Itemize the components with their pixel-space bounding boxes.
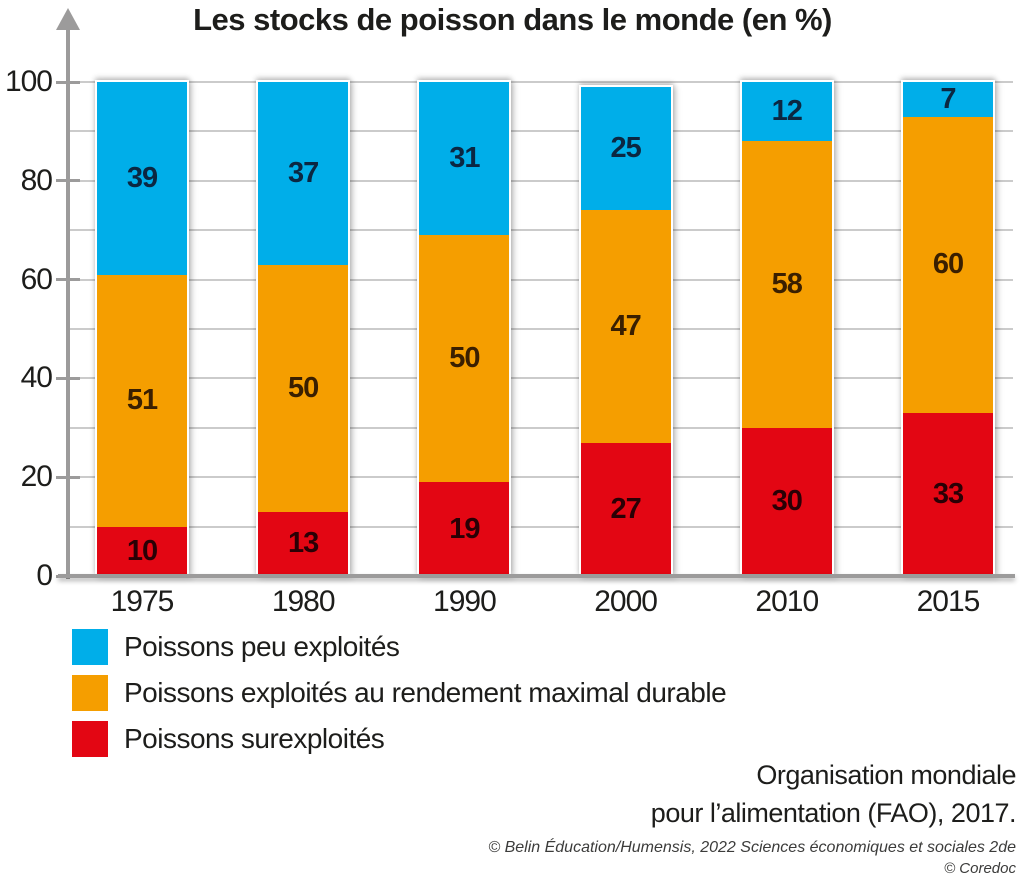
bar-segment: 50 <box>419 235 510 483</box>
segment-value: 37 <box>288 156 319 189</box>
y-axis-arrow-icon <box>56 8 80 30</box>
segment-value: 47 <box>610 310 641 343</box>
copyright-credits: © Belin Éducation/Humensis, 2022 Science… <box>216 837 1016 875</box>
segment-value: 19 <box>449 512 480 545</box>
y-tick-label-100: 100 <box>4 65 53 98</box>
legend-item-peu-exploites: Poissons peu exploités <box>72 629 726 665</box>
segment-value: 60 <box>932 248 964 281</box>
x-tick-label-2010: 2010 <box>755 585 819 618</box>
x-tick-label-2000: 2000 <box>594 585 658 618</box>
bar-segment: 31 <box>419 82 510 236</box>
segment-value: 50 <box>449 342 480 375</box>
y-axis <box>66 28 70 579</box>
legend-swatch-red <box>72 721 108 757</box>
bar-segment: 7 <box>903 82 993 117</box>
bar-1975: 10 51 39 <box>95 80 189 576</box>
y-tick-label-80: 80 <box>20 163 53 197</box>
bar-1980: 13 50 37 <box>256 80 351 576</box>
credit-line: © Coredoc <box>944 860 1016 875</box>
legend-item-rendement-maximal: Poissons exploités au rendement maximal … <box>72 675 727 711</box>
segment-value: 30 <box>771 485 803 518</box>
gridline-100 <box>68 81 1013 83</box>
bar-1990: 19 50 31 <box>417 80 512 576</box>
x-tick-label-1980: 1980 <box>271 585 336 618</box>
bar-segment: 12 <box>741 82 832 142</box>
bar-segment: 33 <box>903 412 993 576</box>
x-tick-label-1975: 1975 <box>110 585 175 618</box>
bar-segment: 27 <box>580 442 671 576</box>
legend-item-surexploites: Poissons surexploités <box>72 721 726 757</box>
legend-swatch-blue <box>72 629 108 665</box>
y-tick-label-20: 20 <box>20 460 53 494</box>
bar-segment: 60 <box>903 116 993 413</box>
segment-value: 51 <box>126 384 158 417</box>
source-attribution: Organisation mondiale pour l’alimentatio… <box>316 756 1017 832</box>
bar-segment: 10 <box>97 526 187 576</box>
x-tick-label-2015: 2015 <box>916 585 981 618</box>
credit-line: © Belin Éducation/Humensis, 2022 Science… <box>488 839 1016 856</box>
segment-value: 12 <box>771 95 803 128</box>
bar-segment: 47 <box>580 210 671 443</box>
chart-title: Les stocks de poisson dans le monde (en … <box>193 2 832 37</box>
gridline-70 <box>68 229 1013 232</box>
bar-segment: 50 <box>258 264 349 512</box>
bar-segment: 30 <box>741 427 832 576</box>
segment-value: 25 <box>610 132 641 165</box>
bar-2010: 30 58 12 <box>739 80 834 576</box>
gridline-90 <box>68 130 1013 133</box>
y-tick-label-60: 60 <box>20 262 53 296</box>
bar-segment: 37 <box>258 82 349 265</box>
gridline-50 <box>68 328 1013 330</box>
source-line: Organisation mondiale <box>756 760 1016 790</box>
segment-value: 58 <box>771 268 803 301</box>
bar-segment: 51 <box>97 274 187 527</box>
legend: Poissons peu exploités Poissons exploité… <box>72 629 727 767</box>
bar-2015: 33 60 7 <box>901 80 995 576</box>
y-tick-label-0: 0 <box>36 559 53 592</box>
source-line: pour l’alimentation (FAO), 2017. <box>650 798 1017 828</box>
segment-value: 10 <box>126 534 158 567</box>
gridline-40 <box>68 377 1013 380</box>
gridline-80 <box>68 179 1013 182</box>
gridline-30 <box>68 426 1013 429</box>
legend-swatch-orange <box>72 675 108 711</box>
gridline-20 <box>68 476 1013 479</box>
segment-value: 13 <box>288 527 319 560</box>
segment-value: 27 <box>610 492 641 525</box>
bar-segment: 58 <box>741 141 832 428</box>
gridline-60 <box>68 278 1013 281</box>
bar-segment: 39 <box>97 82 187 275</box>
gridline-10 <box>68 525 1013 528</box>
x-tick-label-1990: 1990 <box>433 585 497 618</box>
bar-2000: 27 47 25 <box>578 84 673 576</box>
bar-segment: 13 <box>258 511 349 576</box>
segment-value: 39 <box>126 161 158 194</box>
legend-label: Poissons surexploités <box>124 723 385 754</box>
bar-segment: 25 <box>580 86 671 211</box>
segment-value: 33 <box>932 477 964 510</box>
x-axis <box>58 574 1015 578</box>
y-tick-label-40: 40 <box>20 361 53 395</box>
bar-segment: 19 <box>419 482 510 576</box>
legend-label: Poissons peu exploités <box>124 631 400 662</box>
legend-label: Poissons exploités au rendement maximal … <box>124 677 727 708</box>
segment-value: 7 <box>940 82 956 115</box>
segment-value: 31 <box>449 142 480 175</box>
segment-value: 50 <box>288 371 319 404</box>
